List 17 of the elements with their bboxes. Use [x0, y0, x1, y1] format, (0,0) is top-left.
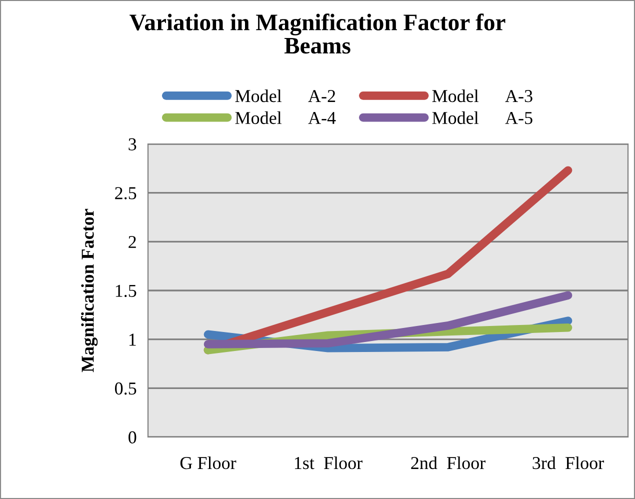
y-tick-label: 2.5 — [115, 187, 136, 200]
y-tick-label: 1.5 — [116, 284, 136, 298]
y-tick-label: 0.5 — [115, 382, 136, 395]
y-tick-label: 0 — [128, 431, 136, 444]
y-axis-title: Magnification Factor — [80, 208, 98, 372]
y-tick-label: 3 — [128, 138, 136, 150]
y-tick-label: 2 — [128, 236, 136, 248]
legend-label: Model A-4 — [235, 111, 336, 124]
legend-label: Model A-3 — [432, 89, 532, 102]
legend-label: Model A-2 — [235, 89, 336, 102]
x-tick-label: 3rd Floor — [532, 456, 604, 470]
legend-label: Model A-5 — [432, 111, 532, 124]
x-tick-label: 1st Floor — [294, 456, 362, 470]
y-tick-label: 1 — [129, 334, 136, 346]
x-tick-label: G Floor — [180, 456, 236, 470]
chart-title: Variation in Magnification Factor for Beams — [130, 14, 506, 54]
x-tick-label: 2nd Floor — [411, 456, 486, 470]
